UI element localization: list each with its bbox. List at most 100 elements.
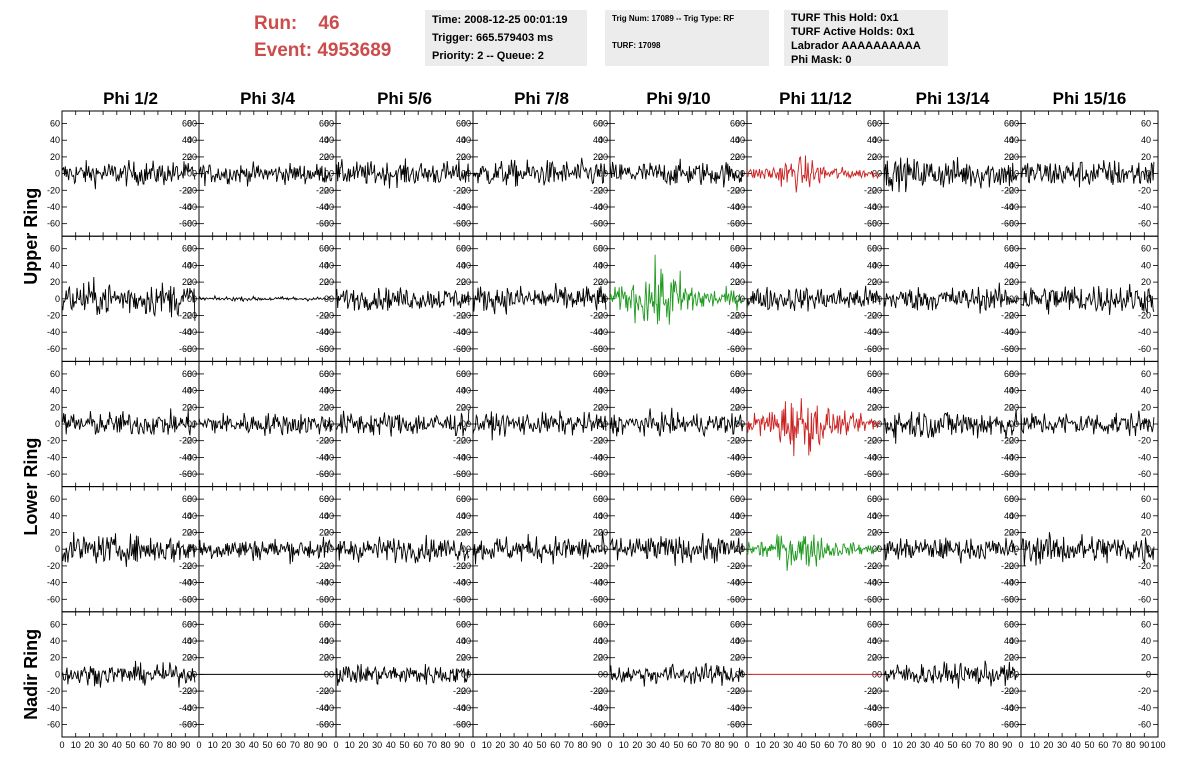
y-tick-label: -60	[869, 344, 882, 354]
y-tick-label: 0	[324, 419, 329, 429]
y-tick-label: 60	[50, 494, 60, 504]
y-tick-label: 20	[1141, 653, 1151, 663]
y-tick-label: 40	[730, 386, 740, 396]
y-tick-label: 60	[593, 119, 603, 129]
y-tick-label: 20	[461, 152, 471, 162]
y-tick-label: -60	[1001, 469, 1014, 479]
x-tick-label: 10	[893, 740, 903, 750]
y-tick-label: -20	[184, 185, 197, 195]
y-tick-label: -60	[1138, 469, 1151, 479]
y-tick-label: -40	[453, 202, 466, 212]
y-tick-label: 60	[324, 244, 334, 254]
y-tick-label: 40	[730, 511, 740, 521]
y-tick-label: 60	[872, 619, 882, 629]
y-tick-label: 20	[1141, 152, 1151, 162]
y-tick-label: -20	[47, 310, 60, 320]
y-tick-label: -60	[864, 469, 877, 479]
y-tick-label: 40	[456, 511, 466, 521]
x-tick-label: 50	[673, 740, 683, 750]
y-tick-label: -40	[179, 578, 192, 588]
x-tick-label: 80	[989, 740, 999, 750]
column-header: Phi 5/6	[377, 89, 432, 108]
y-tick-label: 60	[867, 244, 877, 254]
y-tick-label: 20	[1141, 277, 1151, 287]
y-tick-label: 20	[1009, 152, 1019, 162]
x-tick-label: 10	[482, 740, 492, 750]
y-tick-label: -40	[864, 703, 877, 713]
y-tick-label: 40	[50, 636, 60, 646]
y-tick-label: 20	[867, 277, 877, 287]
x-tick-label: 60	[961, 740, 971, 750]
x-tick-label: 0	[744, 740, 749, 750]
y-tick-label: 0	[187, 669, 192, 679]
y-tick-label: 60	[867, 119, 877, 129]
y-tick-label: 0	[329, 669, 334, 679]
y-tick-label: -20	[1006, 561, 1019, 571]
y-tick-label: -60	[184, 344, 197, 354]
y-tick-label: -20	[458, 561, 471, 571]
y-tick-label: 0	[466, 294, 471, 304]
y-tick-label: 0	[1014, 544, 1019, 554]
y-tick-label: 20	[1141, 402, 1151, 412]
column-header: Phi 13/14	[916, 89, 990, 108]
event-label: Event:	[254, 40, 313, 61]
y-tick-label: 20	[456, 653, 466, 663]
waveform-trace	[883, 157, 1018, 193]
y-tick-label: 60	[598, 244, 608, 254]
column-header: Phi 3/4	[240, 89, 295, 108]
y-tick-label: -40	[1006, 327, 1019, 337]
y-tick-label: -20	[321, 185, 334, 195]
y-tick-label: 40	[593, 386, 603, 396]
y-tick-label: -60	[453, 344, 466, 354]
y-tick-label: 20	[456, 528, 466, 538]
y-tick-label: -60	[864, 719, 877, 729]
y-tick-label: -60	[595, 594, 608, 604]
waveform-trace	[472, 282, 607, 315]
x-tick-label: 70	[290, 740, 300, 750]
waveform-trace	[1020, 160, 1155, 188]
y-tick-label: 60	[867, 619, 877, 629]
y-tick-label: 60	[461, 119, 471, 129]
y-tick-label: 20	[593, 277, 603, 287]
x-tick-label: 70	[838, 740, 848, 750]
y-tick-label: 40	[593, 636, 603, 646]
y-tick-label: 20	[50, 528, 60, 538]
y-tick-label: -20	[1138, 310, 1151, 320]
y-tick-label: -20	[184, 686, 197, 696]
y-tick-label: -20	[47, 561, 60, 571]
y-tick-label: -20	[316, 686, 329, 696]
y-tick-label: 20	[1004, 277, 1014, 287]
y-tick-label: 60	[730, 244, 740, 254]
y-tick-label: -40	[869, 327, 882, 337]
y-tick-label: -60	[179, 719, 192, 729]
y-tick-label: -60	[179, 594, 192, 604]
y-tick-label: -60	[321, 344, 334, 354]
event-value: 4953689	[317, 40, 392, 61]
y-tick-label: 20	[319, 152, 329, 162]
waveform-trace	[198, 294, 333, 303]
x-tick-label: 90	[180, 740, 190, 750]
y-tick-label: -20	[453, 561, 466, 571]
y-tick-label: -60	[316, 719, 329, 729]
y-tick-label: -20	[184, 436, 197, 446]
y-tick-label: 40	[867, 636, 877, 646]
x-tick-label: 0	[470, 740, 475, 750]
y-tick-label: -60	[1006, 344, 1019, 354]
y-tick-label: -60	[590, 594, 603, 604]
y-tick-label: 0	[55, 544, 60, 554]
y-tick-label: 40	[1004, 260, 1014, 270]
y-tick-label: 40	[872, 386, 882, 396]
y-tick-label: 60	[187, 619, 197, 629]
waveform-trace	[472, 410, 607, 441]
x-tick-label: 20	[221, 740, 231, 750]
y-tick-label: 40	[50, 135, 60, 145]
y-tick-label: -60	[47, 219, 60, 229]
y-tick-label: 60	[598, 494, 608, 504]
column-header: Phi 1/2	[103, 89, 158, 108]
y-tick-label: 40	[187, 260, 197, 270]
y-tick-label: -40	[864, 327, 877, 337]
y-tick-label: 0	[329, 544, 334, 554]
y-tick-label: -20	[179, 561, 192, 571]
y-tick-label: 0	[192, 544, 197, 554]
y-tick-label: 0	[461, 294, 466, 304]
